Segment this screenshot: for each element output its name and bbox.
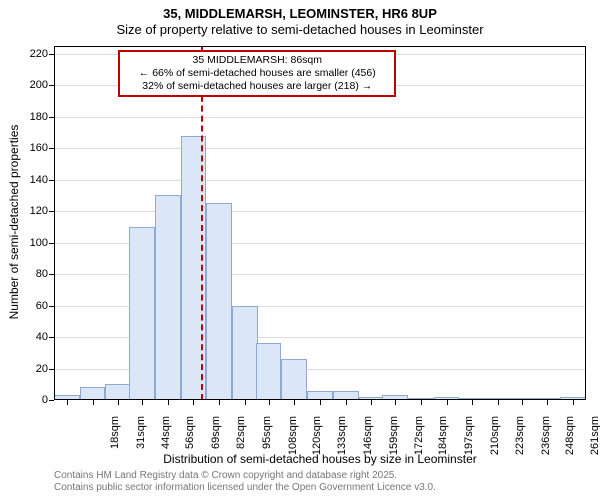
y-axis-label: Number of semi-detached properties xyxy=(7,102,21,342)
y-tick-label: 20 xyxy=(8,363,48,375)
x-tick-mark xyxy=(395,400,396,405)
x-tick-mark xyxy=(193,400,194,405)
y-tick-mark xyxy=(49,400,54,401)
x-tick-mark xyxy=(522,400,523,405)
x-tick-mark xyxy=(294,400,295,405)
x-tick-mark xyxy=(421,400,422,405)
y-tick-mark xyxy=(49,274,54,275)
x-tick-mark xyxy=(371,400,372,405)
grid-line xyxy=(54,117,586,118)
histogram-bar xyxy=(232,306,258,400)
x-tick-mark xyxy=(168,400,169,405)
x-tick-mark xyxy=(93,400,94,405)
x-tick-mark xyxy=(245,400,246,405)
plot-region xyxy=(54,46,586,400)
annotation-line3: 32% of semi-detached houses are larger (… xyxy=(124,80,390,93)
x-tick-mark xyxy=(547,400,548,405)
annotation-line1: 35 MIDDLEMARSH: 86sqm xyxy=(124,54,390,67)
histogram-bar xyxy=(105,384,131,400)
title-block: 35, MIDDLEMARSH, LEOMINSTER, HR6 8UP Siz… xyxy=(0,0,600,37)
y-tick-mark xyxy=(49,148,54,149)
x-tick-mark xyxy=(118,400,119,405)
y-tick-mark xyxy=(49,243,54,244)
annotation-box: 35 MIDDLEMARSH: 86sqm ← 66% of semi-deta… xyxy=(118,50,396,97)
y-tick-mark xyxy=(49,337,54,338)
y-tick-mark xyxy=(49,180,54,181)
x-tick-mark xyxy=(447,400,448,405)
chart-container: 35, MIDDLEMARSH, LEOMINSTER, HR6 8UP Siz… xyxy=(0,0,600,500)
y-tick-label: 200 xyxy=(8,79,48,91)
y-tick-mark xyxy=(49,85,54,86)
y-tick-label: 220 xyxy=(8,48,48,60)
grid-line xyxy=(54,180,586,181)
y-tick-mark xyxy=(49,54,54,55)
reference-line xyxy=(201,46,203,400)
x-tick-mark xyxy=(142,400,143,405)
footer-line1: Contains HM Land Registry data © Crown c… xyxy=(54,470,436,482)
y-tick-mark xyxy=(49,369,54,370)
y-tick-label: 0 xyxy=(8,394,48,406)
grid-line xyxy=(54,148,586,149)
x-tick-mark xyxy=(573,400,574,405)
histogram-bar xyxy=(155,195,181,400)
x-tick-mark xyxy=(219,400,220,405)
footer-line2: Contains public sector information licen… xyxy=(54,482,436,494)
grid-line xyxy=(54,211,586,212)
x-tick-mark xyxy=(269,400,270,405)
x-tick-mark xyxy=(498,400,499,405)
x-tick-mark xyxy=(67,400,68,405)
annotation-line2: ← 66% of semi-detached houses are smalle… xyxy=(124,67,390,80)
x-tick-mark xyxy=(472,400,473,405)
footer: Contains HM Land Registry data © Crown c… xyxy=(54,470,436,494)
histogram-bar xyxy=(281,359,307,400)
x-tick-mark xyxy=(320,400,321,405)
x-tick-mark xyxy=(346,400,347,405)
histogram-bar xyxy=(206,203,232,400)
title-line1: 35, MIDDLEMARSH, LEOMINSTER, HR6 8UP xyxy=(0,6,600,21)
y-tick-mark xyxy=(49,306,54,307)
y-tick-mark xyxy=(49,117,54,118)
x-tick-label: 261sqm xyxy=(589,416,600,466)
y-tick-mark xyxy=(49,211,54,212)
x-axis-label: Distribution of semi-detached houses by … xyxy=(54,452,586,466)
histogram-bar xyxy=(256,343,282,400)
title-line2: Size of property relative to semi-detach… xyxy=(0,22,600,37)
histogram-bar xyxy=(129,227,155,400)
